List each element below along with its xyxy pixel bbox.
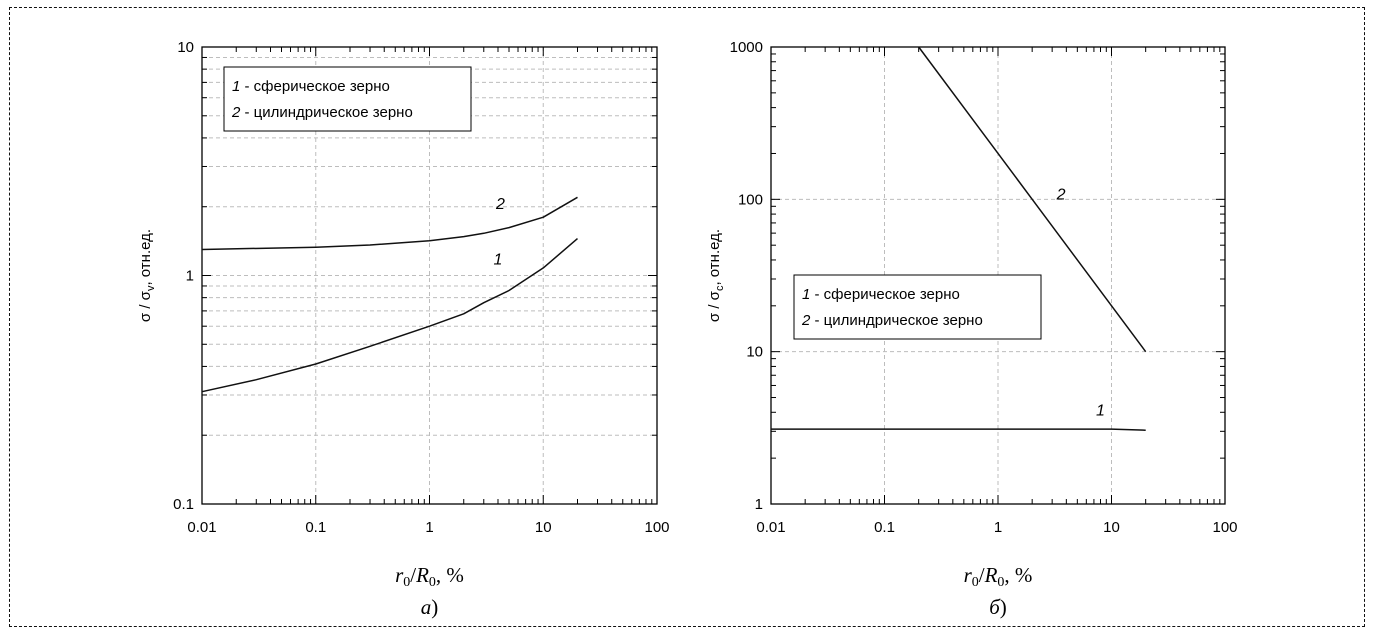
legend-entry-2: 2 - цилиндрическое зерно xyxy=(231,104,413,121)
x-tick-label: 1 xyxy=(994,519,1002,536)
y-tick-label: 1000 xyxy=(730,39,763,56)
legend-box xyxy=(223,66,472,132)
x-tick-label: 10 xyxy=(1103,519,1120,536)
y-label-sub: v xyxy=(145,285,157,291)
panel-caption-b: б) xyxy=(989,595,1007,619)
x-label-r: r xyxy=(395,563,404,587)
legend-b: 1 - сферическое зерно 2 - цилиндрическое … xyxy=(793,274,1042,340)
x-tick-label: 0.01 xyxy=(187,519,216,536)
legend-a: 1 - сферическое зерно 2 - цилиндрическое … xyxy=(223,66,472,132)
y-tick-label: 10 xyxy=(177,39,194,56)
y-label-main: σ / σ xyxy=(706,290,723,322)
series-line-2 xyxy=(201,196,578,251)
y-label-tail: , отн.ед. xyxy=(137,229,154,286)
x-label-unit: , % xyxy=(436,563,464,587)
legend-text: - цилиндрическое зерно xyxy=(810,312,982,329)
y-label-main: σ / σ xyxy=(137,290,154,322)
x-tick-label: 100 xyxy=(644,519,669,536)
series-line-1 xyxy=(771,428,1146,431)
legend-box xyxy=(793,274,1042,340)
panel-letter: б xyxy=(989,595,1001,619)
y-label-sub: c xyxy=(714,285,726,291)
legend-entry-1: 1 - сферическое зерно xyxy=(232,78,390,95)
x-axis-label: r0/R0, % xyxy=(395,563,464,590)
legend-text: - сферическое зерно xyxy=(240,78,390,95)
legend-entry-1: 1 - сферическое зерно xyxy=(802,286,960,303)
x-label-r: r xyxy=(964,563,973,587)
series-line-1 xyxy=(201,238,578,393)
y-label-tail: , отн.ед. xyxy=(706,229,723,286)
legend-num: 1 xyxy=(232,78,240,95)
y-tick-label: 1 xyxy=(755,496,763,513)
panel-paren: ) xyxy=(1000,595,1007,619)
legend-text: - цилиндрическое зерно xyxy=(240,104,412,121)
curve-label-1: 1 xyxy=(1096,403,1105,420)
x-label-slash: / xyxy=(410,563,416,587)
figure-frame xyxy=(9,7,1365,627)
x-tick-label: 0.1 xyxy=(874,519,895,536)
panel-caption-a: а) xyxy=(421,595,439,619)
x-label-R-sub: 0 xyxy=(429,575,436,590)
legend-num: 1 xyxy=(802,286,810,303)
y-tick-label: 100 xyxy=(738,191,763,208)
x-label-r-sub: 0 xyxy=(403,575,410,590)
legend-num: 2 xyxy=(801,312,811,329)
panel-letter: а xyxy=(421,595,432,619)
x-label-unit: , % xyxy=(1004,563,1032,587)
x-axis-label: r0/R0, % xyxy=(964,563,1033,590)
x-tick-label: 10 xyxy=(535,519,552,536)
legend-entry-2: 2 - цилиндрическое зерно xyxy=(801,312,983,329)
x-tick-label: 0.1 xyxy=(305,519,326,536)
x-tick-label: 0.01 xyxy=(756,519,785,536)
legend-num: 2 xyxy=(231,104,241,121)
y-tick-label: 0.1 xyxy=(173,496,194,513)
curve-label-2: 2 xyxy=(1056,186,1066,203)
curve-label-2: 2 xyxy=(495,196,505,213)
x-label-r-sub: 0 xyxy=(972,575,979,590)
panel-paren: ) xyxy=(431,595,438,619)
series-line-2 xyxy=(918,46,1147,353)
x-label-R: R xyxy=(984,563,998,587)
x-tick-label: 100 xyxy=(1212,519,1237,536)
x-label-R-sub: 0 xyxy=(997,575,1004,590)
x-label-R: R xyxy=(415,563,429,587)
y-tick-label: 10 xyxy=(746,344,763,361)
grid-b xyxy=(771,47,1225,504)
y-tick-label: 1 xyxy=(186,268,194,285)
legend-text: - сферическое зерно xyxy=(810,286,960,303)
y-axis-label: σ / σc, отн.ед. xyxy=(706,229,726,322)
curve-label-1: 1 xyxy=(494,251,503,268)
x-label-slash: / xyxy=(979,563,985,587)
y-axis-label: σ / σv, отн.ед. xyxy=(137,229,157,322)
x-tick-label: 1 xyxy=(425,519,433,536)
